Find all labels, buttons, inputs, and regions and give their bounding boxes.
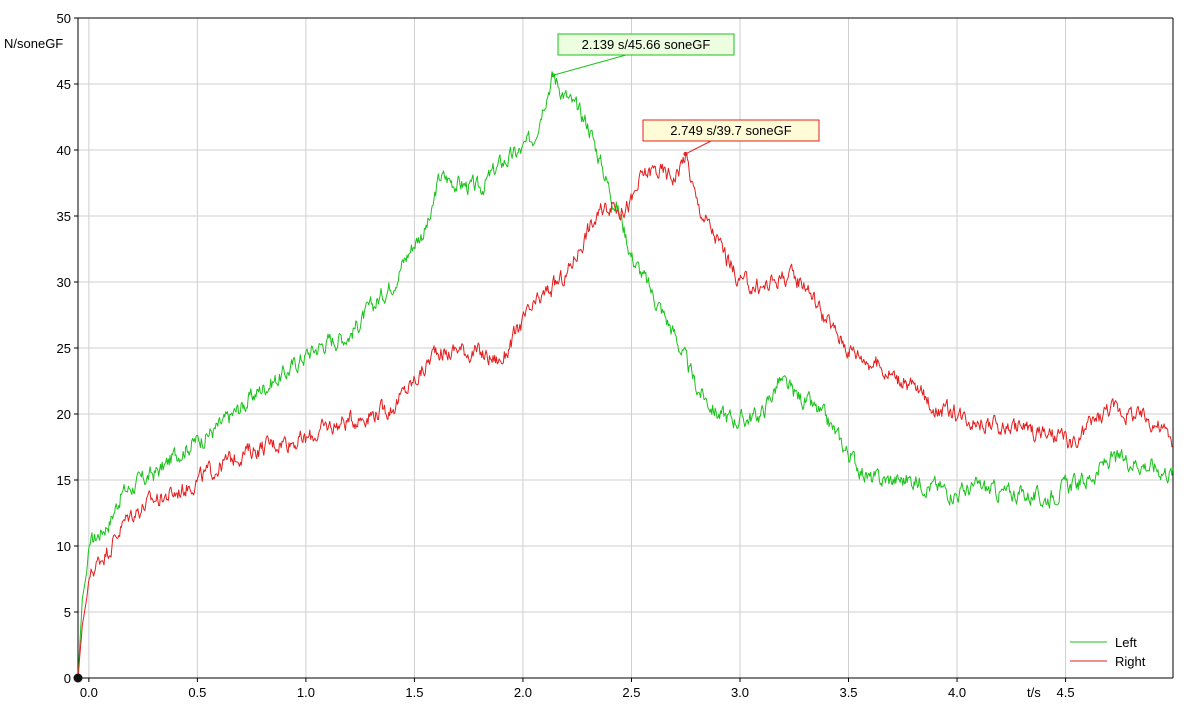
series-line-left [77, 71, 1174, 679]
annotation-box [642, 119, 820, 142]
x-tick-label: 2.0 [514, 685, 532, 700]
legend[interactable]: Left Right [1070, 635, 1146, 669]
x-tick-label: 3.5 [839, 685, 857, 700]
x-axis-label: t/s [1027, 685, 1041, 700]
x-tick-label: 3.0 [731, 685, 749, 700]
y-tick-label: 45 [57, 77, 71, 92]
legend-item-left[interactable]: Left [1070, 635, 1137, 650]
peak-marker [551, 73, 556, 78]
y-tick-label: 50 [57, 11, 71, 26]
x-tick-label: 4.5 [1057, 685, 1075, 700]
legend-label: Left [1115, 635, 1137, 650]
peak-marker [683, 151, 688, 156]
annotation-leader [552, 54, 627, 76]
x-tick-label: 2.5 [622, 685, 640, 700]
series-lines [77, 71, 1174, 679]
y-tick-label: 5 [64, 605, 71, 620]
x-tick-label: 1.0 [297, 685, 315, 700]
x-tick-label: 0.0 [80, 685, 98, 700]
y-tick-label: 15 [57, 473, 71, 488]
annotation-label: 2.139 s/45.66 soneGF [582, 37, 711, 52]
y-tick-label: 0 [64, 671, 71, 686]
x-tick-label: 0.5 [188, 685, 206, 700]
grid [78, 18, 1173, 678]
annotation-leader [685, 140, 712, 155]
annotation-box [557, 33, 735, 56]
legend-item-right[interactable]: Right [1070, 654, 1146, 669]
x-tick-label: 1.5 [405, 685, 423, 700]
y-tick-label: 40 [57, 143, 71, 158]
origin-marker [73, 673, 83, 683]
annotations: 2.139 s/45.66 soneGF 2.749 s/39.7 soneGF [551, 33, 820, 156]
annotation-label: 2.749 s/39.7 soneGF [670, 123, 791, 138]
y-tick-label: 25 [57, 341, 71, 356]
tick-labels: 0 5 10 15 20 25 30 35 40 45 50 0.0 0.5 1.0 1.5 2.0 2.5 3.… [57, 11, 1075, 700]
legend-label: Right [1115, 654, 1146, 669]
x-tick-label: 4.0 [948, 685, 966, 700]
y-axis-label: N/soneGF [4, 36, 63, 51]
y-tick-label: 30 [57, 275, 71, 290]
y-tick-label: 35 [57, 209, 71, 224]
y-tick-label: 10 [57, 539, 71, 554]
series-line-right [77, 151, 1174, 679]
y-tick-label: 20 [57, 407, 71, 422]
